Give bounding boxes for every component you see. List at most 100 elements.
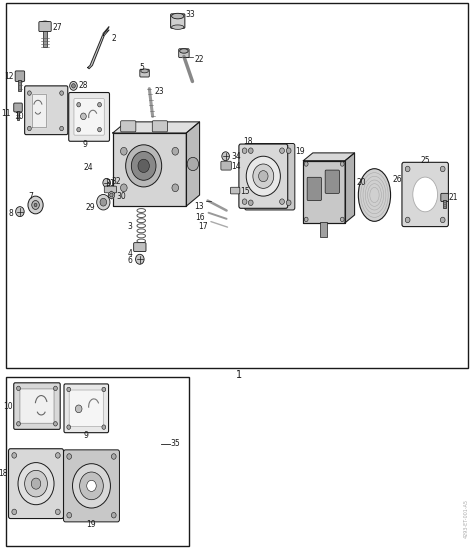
Circle shape <box>109 193 113 197</box>
Ellipse shape <box>413 177 438 212</box>
Text: 10: 10 <box>3 402 13 411</box>
Circle shape <box>81 113 86 120</box>
Circle shape <box>70 81 77 90</box>
Text: 32: 32 <box>111 177 121 186</box>
Circle shape <box>248 200 253 206</box>
Text: 13: 13 <box>194 202 204 211</box>
FancyBboxPatch shape <box>14 103 22 112</box>
Text: 15: 15 <box>240 187 249 196</box>
Text: 9: 9 <box>83 140 88 148</box>
Text: 26: 26 <box>392 175 402 184</box>
Circle shape <box>111 512 116 518</box>
Circle shape <box>131 151 156 180</box>
Circle shape <box>80 472 103 500</box>
Circle shape <box>77 127 81 132</box>
Circle shape <box>286 200 291 206</box>
Polygon shape <box>103 27 109 35</box>
Circle shape <box>242 148 247 153</box>
Circle shape <box>259 171 268 182</box>
Ellipse shape <box>141 69 148 73</box>
Circle shape <box>222 152 229 161</box>
Bar <box>17 111 19 120</box>
Text: 3: 3 <box>128 222 133 230</box>
Text: 7: 7 <box>28 192 33 201</box>
Circle shape <box>440 217 445 223</box>
Text: 18: 18 <box>0 469 8 478</box>
Circle shape <box>120 147 127 155</box>
Circle shape <box>27 126 31 131</box>
FancyBboxPatch shape <box>74 99 104 135</box>
Bar <box>43 29 47 47</box>
Circle shape <box>32 201 39 209</box>
Polygon shape <box>345 153 355 223</box>
Circle shape <box>27 91 31 95</box>
Text: 19: 19 <box>87 520 96 529</box>
Bar <box>6 377 189 546</box>
FancyBboxPatch shape <box>171 14 185 28</box>
Text: 11: 11 <box>1 109 10 117</box>
Text: 25: 25 <box>420 156 430 165</box>
Polygon shape <box>303 153 355 161</box>
Text: 24: 24 <box>83 163 93 172</box>
Circle shape <box>120 184 127 192</box>
FancyBboxPatch shape <box>221 161 231 170</box>
FancyBboxPatch shape <box>230 187 240 194</box>
Text: 10: 10 <box>14 112 24 121</box>
Circle shape <box>12 453 17 458</box>
Circle shape <box>253 164 274 188</box>
Circle shape <box>25 470 47 497</box>
Bar <box>444 201 446 208</box>
Polygon shape <box>113 122 200 133</box>
Text: 14: 14 <box>231 162 241 171</box>
Text: 2: 2 <box>111 34 116 43</box>
Ellipse shape <box>40 21 50 27</box>
Polygon shape <box>88 30 109 69</box>
Bar <box>18 80 21 91</box>
Text: 22: 22 <box>194 55 204 64</box>
Circle shape <box>304 162 308 166</box>
Bar <box>303 161 345 223</box>
Circle shape <box>67 425 71 429</box>
Circle shape <box>54 386 57 391</box>
Text: 34: 34 <box>231 152 241 161</box>
Text: 5: 5 <box>140 63 145 72</box>
Circle shape <box>100 198 107 206</box>
Circle shape <box>440 166 445 172</box>
Bar <box>113 133 186 206</box>
Ellipse shape <box>358 168 391 221</box>
Circle shape <box>60 91 64 95</box>
Circle shape <box>31 478 41 489</box>
Ellipse shape <box>172 25 184 29</box>
Circle shape <box>340 217 344 222</box>
Text: 12: 12 <box>4 72 13 81</box>
Polygon shape <box>186 122 200 206</box>
Circle shape <box>72 84 75 88</box>
FancyBboxPatch shape <box>69 390 103 427</box>
Circle shape <box>248 148 253 153</box>
Circle shape <box>102 425 106 429</box>
Text: 6: 6 <box>128 256 133 265</box>
FancyBboxPatch shape <box>9 449 64 519</box>
FancyBboxPatch shape <box>20 389 54 423</box>
Circle shape <box>18 463 54 505</box>
Circle shape <box>103 178 110 187</box>
FancyBboxPatch shape <box>134 243 146 252</box>
FancyBboxPatch shape <box>441 193 448 202</box>
Circle shape <box>73 464 110 508</box>
Circle shape <box>17 422 20 426</box>
Text: 18: 18 <box>243 137 253 146</box>
FancyBboxPatch shape <box>104 186 117 193</box>
Bar <box>303 161 345 223</box>
Circle shape <box>138 159 149 172</box>
Polygon shape <box>109 191 114 199</box>
Circle shape <box>55 509 60 515</box>
Circle shape <box>12 509 17 515</box>
Bar <box>113 133 186 206</box>
Circle shape <box>111 454 116 459</box>
Text: 4293-ET-001-A5: 4293-ET-001-A5 <box>463 500 468 538</box>
Ellipse shape <box>180 49 188 53</box>
Text: 16: 16 <box>195 213 205 222</box>
FancyBboxPatch shape <box>14 383 60 429</box>
Circle shape <box>17 386 20 391</box>
Circle shape <box>242 199 247 204</box>
